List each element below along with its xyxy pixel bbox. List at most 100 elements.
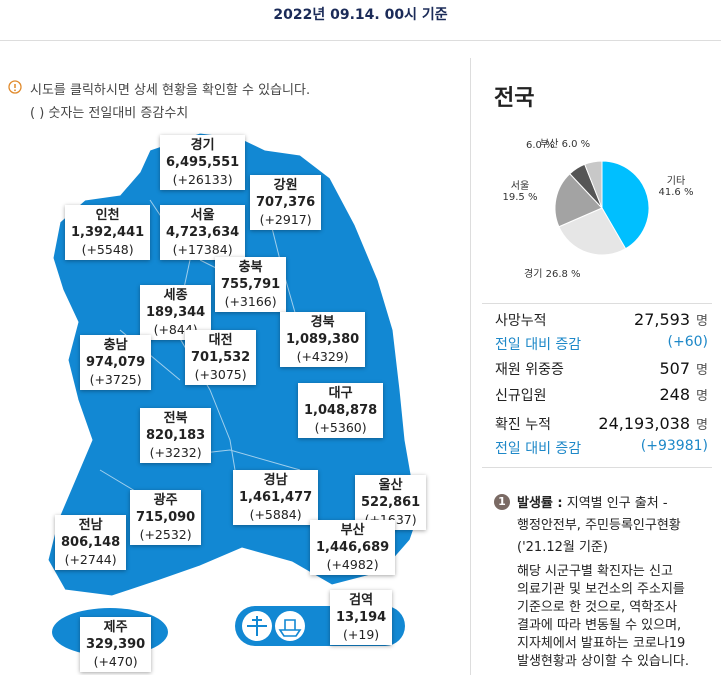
region-total: 329,390 (86, 637, 146, 652)
region-total: 974,079 (86, 355, 146, 370)
pie-label-name: 부산 (540, 139, 559, 150)
header-title: 2022년 09.14. 00시 기준 (0, 0, 721, 41)
stat-value: 24,193,038 명 (598, 414, 708, 433)
stat-label: 전일 대비 증감 (495, 337, 582, 353)
pie-label-value: 6.0 % (526, 140, 555, 151)
region-box[interactable]: 경기 6,495,551 (+26133) (160, 135, 246, 190)
region-change: (+19) (343, 627, 380, 642)
stat-unit: 명 (696, 314, 708, 329)
note-badge: 1 (494, 494, 510, 510)
stat-label: 확진 누적 (495, 417, 551, 433)
region-total: 522,861 (361, 495, 421, 510)
region-change: (+3232) (149, 445, 202, 460)
region-change: (+17384) (172, 242, 233, 257)
stat-label: 신규입원 (495, 388, 547, 404)
region-total: 6,495,551 (166, 155, 240, 170)
region-total: 1,392,441 (71, 225, 145, 240)
region-name: 인천 (95, 208, 120, 223)
stat-label: 재원 위중증 (495, 362, 564, 378)
region-name: 강원 (273, 178, 298, 193)
stat-number: (+60) (667, 334, 708, 350)
stat-value: 507 명 (659, 359, 708, 378)
region-total: 1,048,878 (304, 403, 378, 418)
stat-label: 사망누적 (495, 313, 547, 329)
region-total: 707,376 (256, 195, 316, 210)
region-total: 1,089,380 (286, 332, 360, 347)
region-box[interactable]: 인천 1,392,441 (+5548) (65, 205, 151, 260)
disclaimer-line: 결과에 따라 변동될 수 있으며, (517, 618, 682, 633)
disclaimer: 해당 시군구별 확진자는 신고 의료기관 및 보건소의 주소지를 기준으로 한 것으… (517, 563, 689, 671)
stat-value: 248 명 (659, 385, 708, 404)
region-box[interactable]: 충남 974,079 (+3725) (80, 335, 152, 390)
region-box[interactable]: 대전 701,532 (+3075) (185, 330, 257, 385)
pie-label-name: 기타 (666, 176, 686, 187)
stat-unit: 명 (696, 418, 708, 433)
pie-slice (584, 160, 603, 209)
region-total: 806,148 (61, 535, 121, 550)
note-line: 행정안전부, 주민등록인구현황 (517, 518, 681, 533)
stat-value: (+93981) (641, 438, 708, 454)
disclaimer-line: 발생현황과 상이할 수 있습니다. (517, 654, 690, 669)
region-change: (+26133) (172, 172, 233, 187)
pie-label: 6.0 % (526, 140, 555, 151)
region-box[interactable]: 경북 1,089,380 (+4329) (280, 312, 366, 367)
note-line: 지역별 인구 출처 - (562, 496, 668, 511)
stat-number: 507 (659, 359, 691, 378)
region-box[interactable]: 대구 1,048,878 (+5360) (298, 383, 384, 438)
disclaimer-line: 지자체에서 발표하는 코로나19 (517, 636, 686, 651)
region-change: (+5884) (249, 507, 302, 522)
stat-number: 27,593 (634, 310, 691, 329)
pie-label-value: 19.5 % (502, 192, 538, 203)
stat-row: 확진 누적 24,193,038 명 (495, 414, 708, 434)
stat-row: 사망누적 27,593 명 (495, 310, 708, 330)
region-name: 서울 (190, 208, 215, 223)
region-box[interactable]: 부산 1,446,689 (+4982) (310, 520, 396, 575)
region-name: 충북 (238, 260, 263, 275)
region-change: (+4982) (326, 557, 379, 572)
region-change: (+5548) (81, 242, 134, 257)
disclaimer-line: 해당 시군구별 확진자는 신고 (517, 564, 673, 579)
region-box[interactable]: 제주 329,390 (+470) (80, 617, 152, 672)
pie-label: 경기 26.8 % (524, 265, 581, 280)
info-icon (8, 80, 22, 94)
region-box[interactable]: 전남 806,148 (+2744) (55, 515, 127, 570)
note-line: ('21.12월 기준) (517, 540, 608, 555)
region-box[interactable]: 충북 755,791 (+3166) (215, 257, 287, 312)
pie-label: 부산 6.0 % (540, 135, 590, 150)
pie-label-name: 경기 (524, 269, 543, 280)
stat-row: 전일 대비 증감 (+60) (495, 334, 708, 354)
pie-label-name: 서울 (510, 181, 530, 192)
note: 발생률 : 지역별 인구 출처 - 행정안전부, 주민등록인구현황 ('21.12월… (517, 493, 681, 559)
disclaimer-line: 기준으로 한 것으로, 역학조사 (517, 600, 678, 615)
notice-text: ( ) 숫자는 전일대비 증감수치 (30, 106, 189, 121)
region-name: 경기 (190, 138, 215, 153)
region-box[interactable]: 서울 4,723,634 (+17384) (160, 205, 246, 260)
region-box[interactable]: 경남 1,461,477 (+5884) (233, 470, 319, 525)
pie-label: 기타 41.6 % (656, 172, 696, 198)
region-box[interactable]: 광주 715,090 (+2532) (130, 490, 202, 545)
region-name: 부산 (340, 523, 365, 538)
region-total: 189,344 (146, 305, 206, 320)
stat-number: 24,193,038 (598, 414, 691, 433)
region-box[interactable]: 전북 820,183 (+3232) (140, 408, 212, 463)
region-change: (+5360) (314, 420, 367, 435)
region-change: (+3075) (194, 367, 247, 382)
region-change: (+2744) (64, 552, 117, 567)
region-total: 755,791 (221, 277, 281, 292)
region-name: 경북 (310, 315, 335, 330)
stat-value: (+60) (668, 334, 708, 350)
ship-glyph (278, 619, 302, 637)
region-name: 전남 (78, 518, 103, 533)
stat-number: 248 (659, 385, 691, 404)
region-change: (+470) (93, 654, 138, 669)
region-name: 광주 (153, 493, 178, 508)
pie-label: 서울 19.5 % (500, 177, 540, 203)
region-name: 제주 (103, 620, 128, 635)
region-box[interactable]: 강원 707,376 (+2917) (250, 175, 322, 230)
region-total: 715,090 (136, 510, 196, 525)
region-name: 전북 (163, 411, 188, 426)
region-box[interactable]: 검역 13,194 (+19) (330, 590, 393, 645)
region-change: (+4329) (296, 349, 349, 364)
stat-unit: 명 (696, 389, 708, 404)
